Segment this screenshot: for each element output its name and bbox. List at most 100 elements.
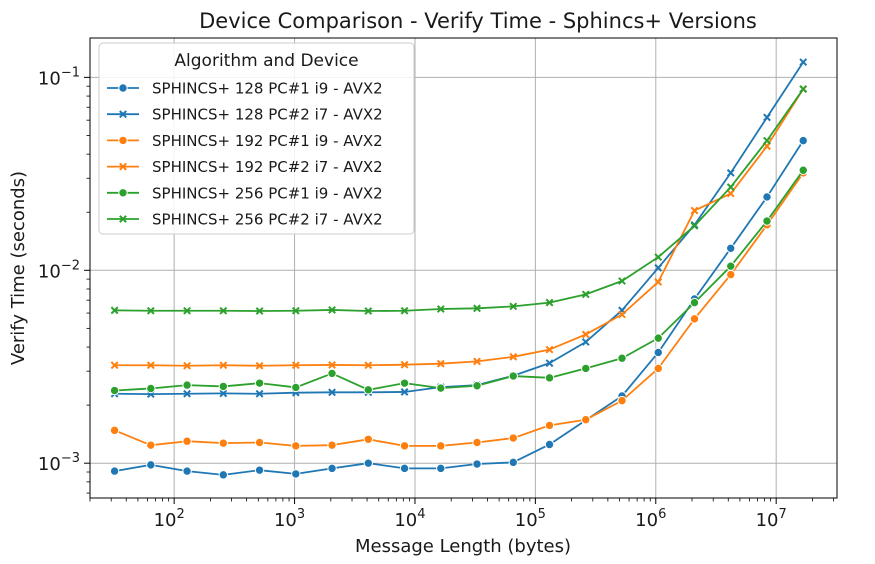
data-point [762, 216, 772, 226]
data-point [726, 269, 736, 280]
data-point [109, 425, 120, 436]
data-point [508, 371, 518, 381]
axis-ticks: 102 103 104 105 106 107 10−3 10−2 10−1 [38, 65, 835, 531]
data-point [726, 243, 736, 254]
x-axis-label: Message Length (bytes) [355, 536, 571, 557]
data-point [509, 302, 518, 311]
data-point [436, 383, 446, 393]
y-axis-label: Verify Time (seconds) [8, 171, 29, 365]
series-line [114, 88, 804, 367]
data-point [618, 310, 626, 319]
data-point [110, 361, 119, 370]
legend: Algorithm and Device SPHINCS+ 128 PC#1 i9… [98, 42, 415, 235]
series-line [114, 172, 804, 447]
legend-marker [118, 83, 128, 93]
y-tick-label: 10−2 [38, 258, 80, 282]
legend-entry: SPHINCS+ 128 PC#2 i7 - AVX2 [107, 106, 383, 124]
data-point [472, 437, 482, 448]
data-point [436, 441, 446, 451]
data-point [581, 290, 590, 299]
series-line [114, 169, 804, 392]
data-point [291, 441, 301, 451]
data-point [545, 359, 554, 368]
data-point [363, 458, 373, 468]
data-point [183, 361, 191, 370]
data-point [182, 380, 192, 390]
data-point [363, 385, 373, 395]
data-point [798, 135, 808, 146]
legend-label: SPHINCS+ 192 PC#1 i9 - AVX2 [152, 132, 383, 150]
data-point [689, 314, 700, 324]
data-point [400, 388, 409, 396]
legend-marker [119, 162, 127, 171]
data-point [798, 165, 808, 175]
data-point [219, 389, 228, 398]
legend-entry: SPHINCS+ 256 PC#1 i9 - AVX2 [107, 184, 383, 202]
data-point [254, 437, 265, 448]
legend-marker [118, 135, 128, 146]
data-point [544, 420, 555, 431]
data-point [653, 347, 663, 358]
data-point [219, 361, 228, 370]
data-point [291, 382, 301, 393]
data-point [472, 381, 482, 391]
data-point [472, 459, 482, 469]
data-point [328, 388, 336, 397]
data-point [544, 439, 555, 450]
legend-title: Algorithm and Device [174, 51, 358, 71]
data-point [581, 338, 590, 346]
data-point [654, 278, 663, 286]
data-point [545, 298, 554, 307]
data-point [726, 189, 735, 198]
data-point [400, 360, 409, 369]
data-point [146, 383, 156, 394]
data-point [182, 436, 192, 446]
data-point [109, 466, 120, 476]
data-point [364, 307, 373, 315]
data-point [254, 378, 265, 388]
data-point [218, 470, 229, 480]
data-point [364, 361, 373, 370]
y-tick-label: 10−3 [38, 451, 80, 475]
legend-label: SPHINCS+ 256 PC#1 i9 - AVX2 [152, 184, 383, 202]
data-point [146, 306, 155, 315]
data-point [291, 361, 300, 370]
data-point [109, 385, 120, 396]
data-point [255, 361, 264, 370]
data-point [146, 460, 156, 470]
series-5 [109, 165, 808, 396]
data-point [327, 368, 337, 379]
data-point [473, 304, 481, 313]
data-point [799, 58, 808, 67]
data-point [726, 261, 736, 271]
data-point [400, 306, 409, 315]
legend-label: SPHINCS+ 192 PC#2 i7 - AVX2 [152, 158, 383, 176]
data-point [399, 441, 410, 451]
data-point [508, 457, 518, 468]
data-point [254, 465, 265, 475]
data-point [219, 306, 228, 315]
data-point [617, 353, 627, 363]
data-point [110, 306, 119, 315]
data-point [473, 357, 481, 366]
data-point [581, 330, 590, 339]
data-point [581, 415, 591, 425]
data-point [508, 433, 518, 443]
y-tick-label: 10−1 [38, 65, 80, 89]
data-point [763, 113, 771, 122]
data-point [690, 221, 699, 230]
data-point [436, 463, 446, 474]
data-point [436, 359, 445, 368]
x-tick-label: 107 [756, 507, 787, 531]
data-point [799, 85, 808, 93]
x-tick-label: 103 [274, 507, 305, 531]
data-point [182, 466, 192, 476]
data-point [327, 440, 337, 450]
data-point [618, 277, 626, 285]
data-point [762, 192, 772, 202]
series-3 [109, 168, 808, 451]
data-point [399, 378, 410, 388]
x-tick-label: 104 [394, 507, 425, 531]
data-point [218, 438, 229, 448]
